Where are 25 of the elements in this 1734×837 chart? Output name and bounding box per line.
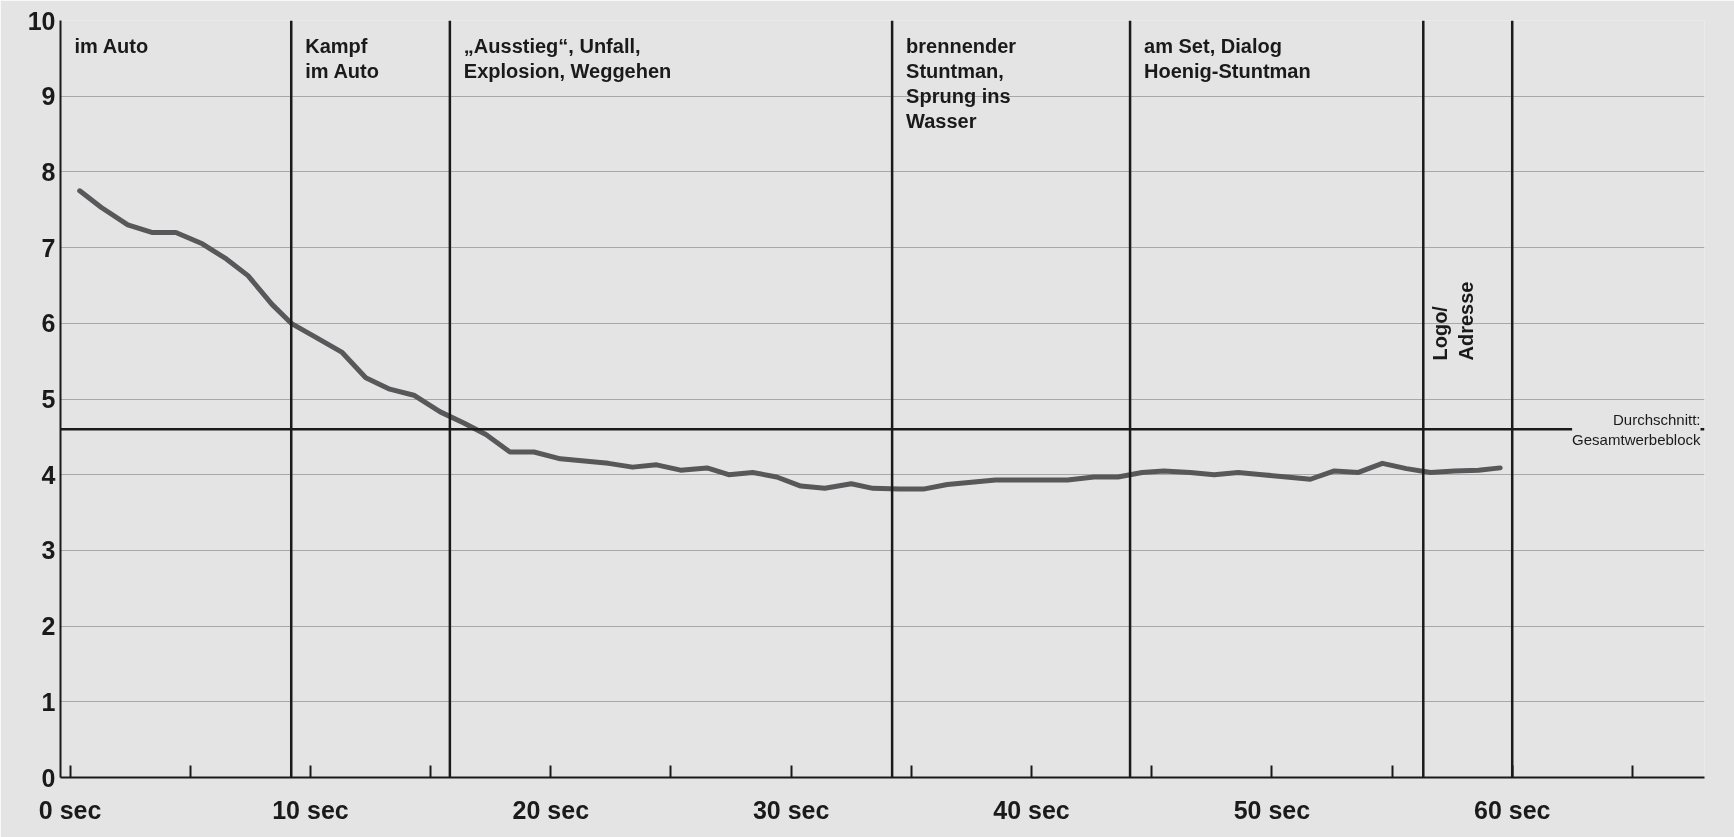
- y-tick-label: 6: [41, 309, 56, 338]
- annotation: Logo/ Adresse: [1429, 281, 1477, 361]
- y-tick-label: 10: [27, 6, 56, 35]
- y-tick-label: 1: [41, 687, 56, 716]
- y-tick-label: 8: [41, 157, 56, 186]
- annotation: am Set, Dialog Hoenig-Stuntman: [1144, 34, 1311, 82]
- x-tick-label: 30 sec: [752, 795, 830, 824]
- x-tick-label: 20 sec: [512, 795, 590, 824]
- annotation: brennender Stuntman, Sprung ins Wasser: [906, 34, 1017, 133]
- x-tick-label: 10 sec: [272, 795, 349, 824]
- annotation: „Ausstieg“, Unfall, Explosion, Weggehen: [463, 34, 672, 82]
- annotation: Kampf im Auto: [305, 34, 379, 82]
- y-tick-label: 2: [41, 612, 56, 641]
- y-tick-label: 7: [41, 233, 56, 262]
- ref-line-label: Durchschnitt: Gesamtwerbeblock: [1572, 410, 1701, 448]
- y-tick-label: 0: [41, 763, 56, 792]
- y-tick-label: 4: [41, 460, 56, 489]
- y-tick-label: 5: [41, 385, 56, 413]
- x-tick-label: 40 sec: [993, 795, 1070, 824]
- y-tick-label: 9: [41, 82, 56, 111]
- x-tick-label: 50 sec: [1233, 795, 1311, 824]
- x-tick-label: 60 sec: [1473, 795, 1551, 824]
- annotation: im Auto: [74, 34, 149, 57]
- x-tick-label: 0 sec: [38, 795, 102, 824]
- y-tick-label: 3: [41, 536, 56, 565]
